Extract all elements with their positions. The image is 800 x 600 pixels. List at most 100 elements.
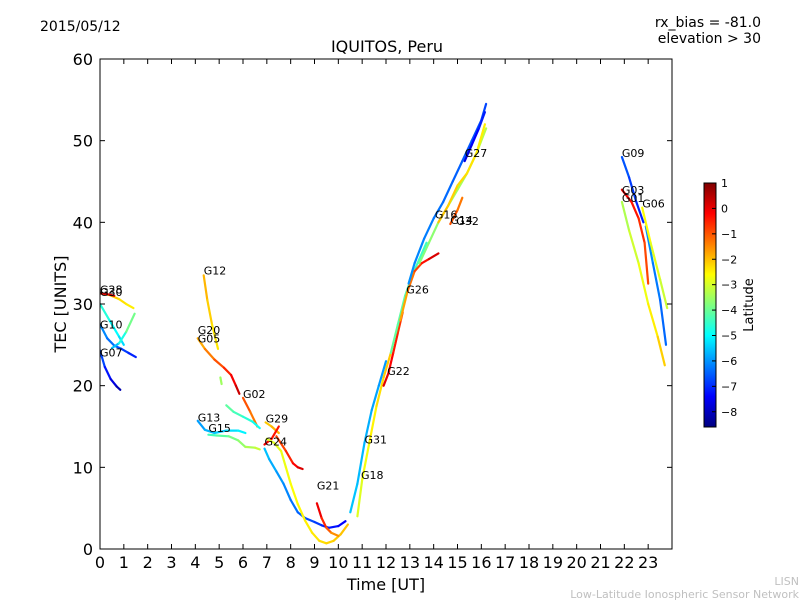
track-point (219, 376, 223, 386)
track-point (100, 292, 109, 296)
satellite-label-g05: G05 (198, 332, 221, 345)
track-point (253, 446, 261, 451)
satellite-label-g01: G01 (622, 192, 645, 205)
track-point (651, 262, 662, 301)
track-point (620, 155, 631, 179)
footer-lisn: LISN (774, 575, 799, 588)
y-tick-label: 30 (73, 295, 93, 314)
x-tick-label: 2 (143, 553, 153, 572)
satellite-label-g02: G02 (243, 388, 266, 401)
track-point (641, 206, 652, 244)
track-point (241, 396, 252, 413)
track-point (270, 425, 280, 440)
satellite-label-g29: G29 (266, 412, 289, 425)
track-point (117, 330, 128, 345)
track-point (264, 421, 273, 428)
track-point (289, 482, 299, 506)
track-point (125, 312, 136, 333)
track-point (289, 498, 299, 514)
track-point (320, 516, 328, 529)
track-g20 (196, 337, 241, 395)
track-point (413, 262, 423, 273)
track-point (647, 302, 659, 338)
track-point (127, 351, 137, 359)
track-point (251, 420, 261, 430)
satellite-label-g18: G18 (361, 469, 384, 482)
track-point (268, 458, 278, 473)
x-axis: 0 1 2 3 4 5 6 7 8 9 10 11 12 13 14 15 16 17 18 19 20 21 22 23 (95, 59, 658, 572)
x-tick-label: 6 (238, 553, 248, 572)
colorbar-tick-label: −6 (721, 355, 737, 368)
colorbar-ticks: 1 0 −1 −2 −3 −4 −5 −6 −7 −8 (712, 177, 737, 419)
track-point (658, 278, 669, 310)
satellite-label-g12: G12 (204, 265, 227, 278)
track-point (356, 478, 364, 518)
track-point (461, 139, 473, 163)
track-g05 (219, 376, 223, 386)
track-point (275, 435, 287, 453)
x-tick-label: 22 (614, 553, 634, 572)
track-point (363, 409, 373, 444)
track-point (106, 337, 116, 347)
track-point (280, 449, 287, 469)
track-point (456, 172, 469, 187)
y-tick-label: 50 (73, 132, 93, 151)
plot-area (99, 58, 673, 550)
track-point (225, 404, 235, 413)
track-point (318, 539, 328, 545)
satellite-label-g14: G14 (450, 214, 473, 227)
colorbar-tick-label: −5 (721, 330, 737, 343)
track-point (620, 188, 633, 203)
track-point (361, 441, 371, 481)
track-point (100, 349, 106, 368)
track-g01 (620, 200, 666, 367)
colorbar-tick-label: −2 (721, 253, 737, 266)
track-point (407, 262, 416, 285)
colorbar-tick-label: −1 (721, 228, 737, 241)
track-point (627, 176, 638, 203)
track-point (106, 293, 116, 297)
track-g12 (202, 274, 220, 350)
track-point (465, 151, 478, 175)
track-point (206, 298, 214, 326)
track-g15 (207, 433, 261, 451)
satellite-label-g15: G15 (208, 422, 231, 435)
track-point (196, 419, 206, 431)
track-point (100, 302, 111, 322)
elevation-label: elevation > 30 (658, 31, 761, 47)
track-g21 (315, 502, 340, 538)
x-tick-label: 7 (262, 553, 272, 572)
track-point (315, 502, 323, 520)
track-point (418, 241, 428, 261)
rx-bias-label: rx_bias = -81.0 (655, 15, 761, 31)
track-point (125, 302, 135, 310)
track-point (449, 209, 459, 226)
x-tick-label: 17 (495, 553, 515, 572)
track-point (196, 337, 206, 350)
track-point (311, 531, 321, 542)
track-point (241, 415, 254, 423)
track-point (282, 482, 292, 502)
satellite-label-g27: G27 (465, 147, 488, 160)
track-point (270, 425, 280, 435)
track-point (349, 482, 359, 514)
track-point (232, 410, 245, 418)
colorbar-gradient (703, 182, 717, 428)
track-g13 (196, 419, 247, 435)
satellite-label-g13: G13 (198, 412, 221, 425)
x-tick-label: 16 (471, 553, 491, 572)
x-tick-label: 21 (590, 553, 610, 572)
track-g06 (641, 206, 669, 310)
track-point (387, 351, 395, 375)
track-point (427, 221, 440, 244)
track-point (377, 360, 388, 387)
track-point (296, 503, 307, 522)
track-point (332, 533, 342, 542)
track-point (120, 347, 130, 355)
track-point (413, 237, 426, 265)
satellite-label-g21: G21 (317, 479, 340, 492)
track-point (396, 294, 407, 326)
track-point (100, 323, 109, 340)
colorbar-tick-label: 1 (721, 177, 728, 190)
